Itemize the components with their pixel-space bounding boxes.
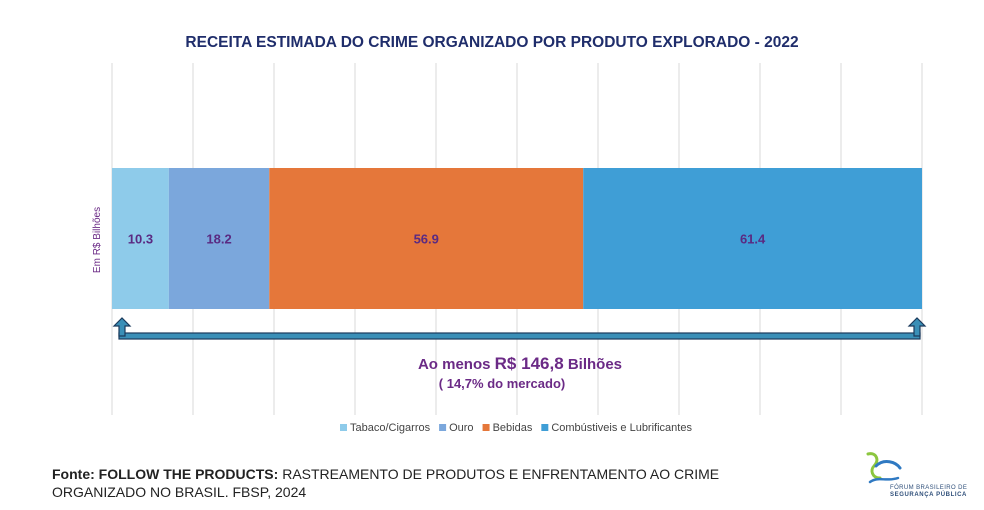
source-note-bold: Fonte: FOLLOW THE PRODUCTS: [52,466,279,482]
bar-segment-4 [583,168,922,309]
bar-segment-2 [168,168,270,309]
bar-data-label: 10.3 [128,232,153,247]
legend-label: Tabaco/Cigarros [350,422,431,434]
y-axis-label: Em R$ Bilhões [92,207,103,273]
chart-title: RECEITA ESTIMADA DO CRIME ORGANIZADO POR… [185,34,798,51]
legend-swatch [439,424,447,431]
total-annotation-subtext: ( 14,7% do mercado) [439,376,565,391]
fbsp-logo: FÓRUM BRASILEIRO DE SEGURANÇA PÚBLICA [862,448,972,502]
legend-label: Ouro [449,422,473,434]
bar-data-labels: 10.3 18.2 56.9 61.4 [128,232,766,247]
total-bracket-arrow [112,317,927,340]
legend-swatch [482,424,490,431]
legend-swatch [340,424,347,431]
total-annotation: Ao menos R$ 146,8 Bilhões [418,354,622,373]
logo-text-line1: FÓRUM BRASILEIRO DE [890,485,968,491]
bar-data-label: 18.2 [206,232,231,247]
legend: Tabaco/Cigarros Ouro Bebidas Combústiveis e… [340,422,692,434]
fbsp-logo-mark-icon [866,452,902,484]
source-note: Fonte: FOLLOW THE PRODUCTS: RASTREAMENTO… [52,465,812,501]
source-note-text: RASTREAMENTO DE PRODUTOS E ENFRENTAMENTO… [52,466,720,500]
bar-data-label: 61.4 [740,232,766,247]
bracket-line [118,332,921,340]
logo-text-line2: SEGURANÇA PÚBLICA [890,492,967,498]
bar-data-label: 56.9 [414,232,439,247]
total-annotation-amount: R$ 146,8 [495,354,564,373]
total-annotation-prefix: Ao menos [418,356,495,373]
total-annotation-suffix: Bilhões [564,356,622,373]
legend-swatch [541,424,549,431]
legend-label: Bebidas [493,422,533,434]
bar-segment-3 [269,168,584,309]
bracket-arrow-right-icon [907,317,927,337]
bar-segments [112,168,922,309]
bar-segment-1 [112,168,169,309]
bracket-arrow-left-icon [112,317,132,337]
legend-label: Combústiveis e Lubrificantes [551,422,692,434]
